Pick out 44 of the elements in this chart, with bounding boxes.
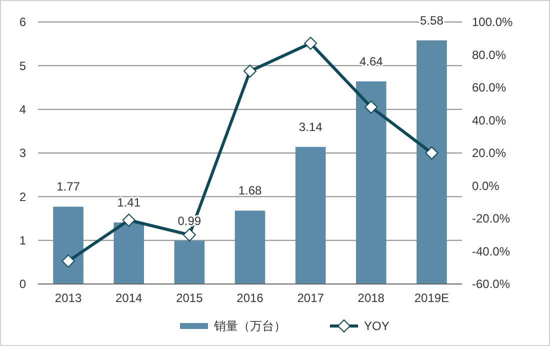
y-tick-label: 1	[19, 234, 26, 248]
x-tick-label: 2015	[176, 291, 204, 305]
data-label: 4.64	[359, 54, 384, 68]
point	[304, 36, 318, 50]
bar	[114, 222, 144, 284]
y2-tick-label: -60.0%	[472, 277, 510, 292]
y2-tick-label: 40.0%	[472, 113, 506, 128]
x-tick-label: 2016	[236, 291, 264, 305]
bar	[356, 81, 386, 284]
legend-label: 销量（万台）	[213, 319, 286, 334]
bar	[295, 146, 326, 284]
point	[244, 64, 256, 78]
bar	[53, 206, 84, 284]
x-tick-label: 2013	[54, 291, 82, 305]
data-label: 1.41	[117, 195, 141, 210]
point	[364, 100, 378, 114]
x-tick-label: 2014	[116, 291, 143, 305]
y-tick-label: 6	[19, 15, 26, 30]
y2-tick-label: 0.0%	[472, 178, 500, 193]
bar	[416, 40, 447, 284]
point	[62, 254, 75, 268]
y2-tick-label: -40.0%	[472, 244, 510, 258]
data-label: 3.14	[298, 120, 323, 134]
y2-tick-label: 100.0%	[472, 15, 514, 30]
y-tick-label: 3	[19, 146, 26, 160]
point	[122, 214, 136, 227]
y2-tick-label: 80.0%	[472, 48, 506, 62]
y-tick-label: 0	[19, 277, 26, 292]
data-label: 1.68	[238, 184, 262, 198]
y-tick-label: 4	[19, 102, 26, 117]
y-tick-label: 5	[19, 58, 26, 73]
y2-tick-label: 60.0%	[472, 80, 506, 95]
x-tick-label: 2018	[358, 291, 385, 305]
x-tick-label: 2017	[297, 291, 324, 305]
bar	[234, 210, 266, 284]
legend-label: YOY	[364, 319, 390, 334]
y2-tick-label: -20.0%	[472, 212, 510, 226]
data-label: 1.77	[56, 180, 80, 194]
y-tick-label: 2	[19, 190, 26, 204]
x-tick-label: 2019E	[414, 291, 450, 305]
bar	[174, 240, 205, 284]
point	[425, 146, 438, 160]
point	[182, 228, 196, 242]
y2-tick-label: 20.0%	[472, 146, 506, 160]
